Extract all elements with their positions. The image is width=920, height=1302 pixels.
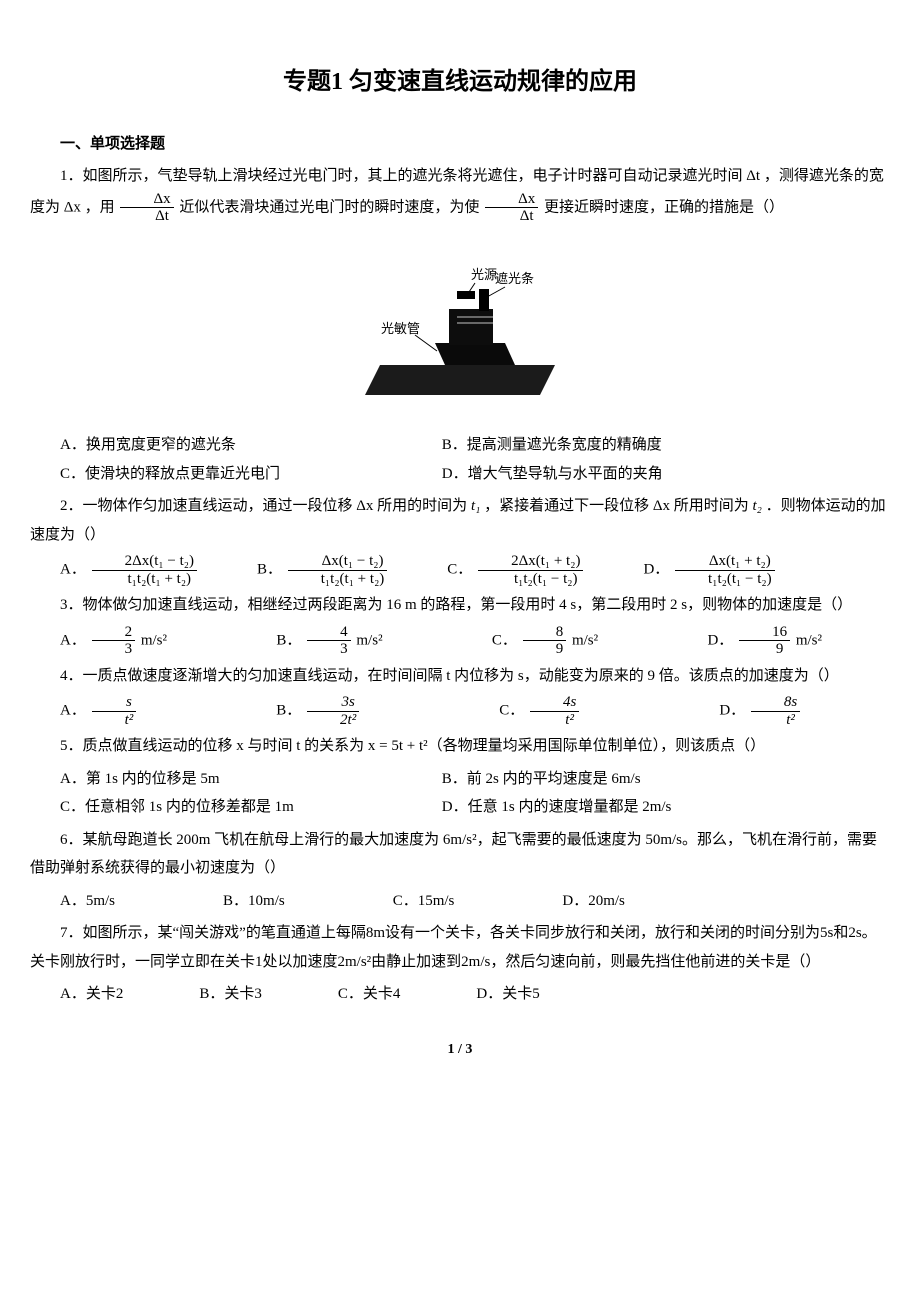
q2-t2: t₂ <box>753 498 762 514</box>
q7-options: A．关卡2 B．关卡3 C．关卡4 D．关卡5 <box>30 980 890 1009</box>
q2-t1: t₁ <box>471 498 480 514</box>
frac-den: t₁t₂(t₁ + t₂) <box>288 571 388 588</box>
q2-dx-2: Δx <box>653 498 670 514</box>
frac-num: 2 <box>92 624 136 642</box>
q2-optC: C． 2Δx(t₁ + t₂)t₁t₂(t₁ − t₂) <box>417 553 585 587</box>
fig-sensor-label: 光敏管 <box>381 321 420 336</box>
q1-frac-2: Δx Δt <box>485 191 538 225</box>
q1-stem-e: 更接近瞬时速度，正确的措施是（） <box>544 199 784 215</box>
q5-optC: C．任意相邻 1s 内的位移差都是 1m <box>60 793 442 822</box>
frac-num: 8s <box>751 694 800 712</box>
q7-stem: 7．如图所示，某“闯关游戏”的笔直通道上每隔8m设有一个关卡，各关卡同步放行和关… <box>30 919 890 976</box>
section-heading: 一、单项选择题 <box>30 130 890 159</box>
frac-num: 4 <box>307 624 351 642</box>
q1-dx: Δx <box>64 199 81 215</box>
q2-stem-b: 所用的时间为 <box>377 498 467 514</box>
q5-options: A．第 1s 内的位移是 5m B．前 2s 内的平均速度是 6m/s C．任意… <box>60 765 890 822</box>
unit: m/s² <box>141 632 167 648</box>
q1-stem: 1．如图所示，气垫导轨上滑块经过光电门时，其上的遮光条将光遮住，电子计时器可自动… <box>30 162 890 225</box>
q2-optB: B． Δx(t₁ − t₂)t₁t₂(t₁ + t₂) <box>227 553 389 587</box>
unit: m/s² <box>572 632 598 648</box>
q1-optB: B．提高测量遮光条宽度的精确度 <box>442 431 824 460</box>
q1-options: A．换用宽度更窄的遮光条 B．提高测量遮光条宽度的精确度 C．使滑块的释放点更靠… <box>60 431 890 488</box>
frac-den: 2t² <box>307 712 359 729</box>
q1-figure: 光敏管 光源 遮光条 <box>30 235 890 416</box>
frac-num: 16 <box>739 624 790 642</box>
q3-optC: C． 89 m/s² <box>462 624 598 658</box>
frac-den: 3 <box>307 641 351 658</box>
q2-stem-d: 所用时间为 <box>674 498 749 514</box>
frac-den: Δt <box>120 208 173 225</box>
frac-num: 2Δx(t₁ − t₂) <box>92 553 197 571</box>
frac-num: 3s <box>307 694 359 712</box>
fig-strip-label: 遮光条 <box>495 271 534 286</box>
q6-optA: A．5m/s <box>30 887 115 916</box>
q1-optC: C．使滑块的释放点更靠近光电门 <box>60 460 442 489</box>
q7-optB: B．关卡3 <box>169 980 262 1009</box>
q6-optC: C．15m/s <box>363 887 455 916</box>
q5-stem: 5．质点做直线运动的位移 x 与时间 t 的关系为 x = 5t + t²（各物… <box>30 732 890 761</box>
q4-optA: A． st² <box>30 694 138 728</box>
q7-optC: C．关卡4 <box>308 980 401 1009</box>
q6-options: A．5m/s B．10m/s C．15m/s D．20m/s <box>30 887 890 916</box>
q3-optB: B． 43 m/s² <box>246 624 382 658</box>
q1-optA: A．换用宽度更窄的遮光条 <box>60 431 442 460</box>
q6-optD: D．20m/s <box>532 887 625 916</box>
q2-optA: A． 2Δx(t₁ − t₂)t₁t₂(t₁ + t₂) <box>30 553 199 587</box>
q2-stem: 2．一物体作匀加速直线运动，通过一段位移 Δx 所用的时间为 t₁ ，紧接着通过… <box>30 492 890 549</box>
frac-num: Δx(t₁ − t₂) <box>288 553 388 571</box>
frac-den: t₁t₂(t₁ − t₂) <box>478 571 583 588</box>
unit: m/s² <box>356 632 382 648</box>
q5-optB: B．前 2s 内的平均速度是 6m/s <box>442 765 824 794</box>
frac-den: t² <box>530 712 579 729</box>
q3-optD: D． 169 m/s² <box>677 624 822 658</box>
q2-options: A． 2Δx(t₁ − t₂)t₁t₂(t₁ + t₂) B． Δx(t₁ − … <box>30 553 890 587</box>
q4-optC: C． 4st² <box>469 694 581 728</box>
frac-den: 3 <box>92 641 136 658</box>
q5-optD: D．任意 1s 内的速度增量都是 2m/s <box>442 793 824 822</box>
frac-den: 9 <box>523 641 567 658</box>
q3-optA: A． 23 m/s² <box>30 624 167 658</box>
frac-num: s <box>92 694 137 712</box>
fig-light-label: 光源 <box>471 267 497 282</box>
q6-stem: 6．某航母跑道长 200m 飞机在航母上滑行的最大加速度为 6m/s²，起飞需要… <box>30 826 890 883</box>
unit: m/s² <box>796 632 822 648</box>
q2-dx-1: Δx <box>356 498 373 514</box>
page-title: 专题1 匀变速直线运动规律的应用 <box>30 60 890 106</box>
frac-num: Δx(t₁ + t₂) <box>675 553 775 571</box>
q5-optA: A．第 1s 内的位移是 5m <box>60 765 442 794</box>
q1-stem-a: 1．如图所示，气垫导轨上滑块经过光电门时，其上的遮光条将光遮住，电子计时器可自动… <box>60 168 743 184</box>
q2-optD: D． Δx(t₁ + t₂)t₁t₂(t₁ − t₂) <box>613 553 776 587</box>
frac-num: Δx <box>120 191 173 209</box>
frac-num: 8 <box>523 624 567 642</box>
q4-options: A． st² B． 3s2t² C． 4st² D． 8st² <box>30 694 890 728</box>
q7-optA: A．关卡2 <box>30 980 123 1009</box>
q1-dt-1: Δt <box>746 168 760 184</box>
frac-num: 2Δx(t₁ + t₂) <box>478 553 583 571</box>
q1-optD: D．增大气垫导轨与水平面的夹角 <box>442 460 824 489</box>
q4-optB: B． 3s2t² <box>246 694 361 728</box>
frac-den: Δt <box>485 208 538 225</box>
q1-frac-1: Δx Δt <box>120 191 173 225</box>
frac-num: 4s <box>530 694 579 712</box>
q1-stem-c: ，用 <box>85 199 115 215</box>
frac-num: Δx <box>485 191 538 209</box>
q2-stem-c: ，紧接着通过下一段位移 <box>484 498 649 514</box>
page-number: 1 / 3 <box>30 1037 890 1064</box>
frac-den: t₁t₂(t₁ + t₂) <box>92 571 197 588</box>
q3-stem: 3．物体做匀加速直线运动，相继经过两段距离为 16 m 的路程，第一段用时 4 … <box>30 591 890 620</box>
frac-den: t₁t₂(t₁ − t₂) <box>675 571 775 588</box>
q6-optB: B．10m/s <box>193 887 285 916</box>
frac-den: t² <box>92 712 137 729</box>
frac-den: 9 <box>739 641 790 658</box>
frac-den: t² <box>751 712 800 729</box>
q4-stem: 4．一质点做速度逐渐增大的匀加速直线运动，在时间间隔 t 内位移为 s，动能变为… <box>30 662 890 691</box>
q7-optD: D．关卡5 <box>446 980 539 1009</box>
q4-optD: D． 8st² <box>689 694 802 728</box>
q2-stem-a: 2．一物体作匀加速直线运动，通过一段位移 <box>60 498 353 514</box>
q1-stem-d: 近似代表滑块通过光电门时的瞬时速度，为使 <box>179 199 479 215</box>
q3-options: A． 23 m/s² B． 43 m/s² C． 89 m/s² D． 169 … <box>30 624 890 658</box>
